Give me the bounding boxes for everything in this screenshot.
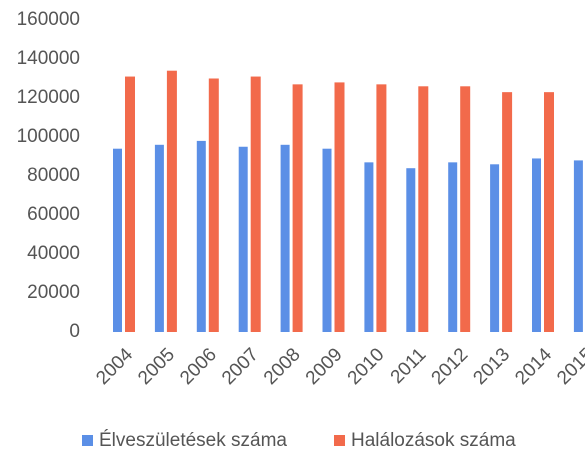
bar — [448, 162, 458, 332]
bar — [196, 140, 206, 332]
y-tick-label: 0 — [69, 321, 80, 342]
bar — [334, 82, 345, 333]
y-tick-label: 160000 — [17, 9, 80, 30]
x-tick-label: 2009 — [302, 344, 347, 389]
bar — [502, 92, 513, 333]
y-tick-label: 140000 — [17, 48, 80, 69]
bar — [238, 146, 248, 332]
x-tick-label: 2015 — [553, 344, 585, 389]
x-tick-label: 2004 — [92, 344, 137, 389]
bar — [364, 162, 374, 332]
bar — [532, 158, 541, 332]
legend-label: Élveszületések száma — [99, 430, 287, 451]
y-tick-label: 40000 — [27, 243, 80, 264]
bar — [322, 148, 332, 332]
bar — [573, 160, 583, 332]
x-tick-label: 2006 — [176, 344, 221, 389]
y-tick-label: 120000 — [17, 87, 80, 108]
bar — [250, 76, 261, 332]
bar — [280, 144, 290, 332]
legend-swatch — [334, 435, 345, 446]
bar — [418, 86, 429, 332]
bar — [376, 84, 387, 332]
x-tick-label: 2007 — [218, 344, 263, 389]
bar — [544, 92, 554, 333]
bar — [460, 86, 471, 332]
x-tick-label: 2014 — [511, 344, 556, 389]
bar — [208, 78, 219, 332]
x-tick-label: 2012 — [428, 344, 473, 389]
legend-swatch — [82, 435, 93, 446]
bar — [113, 148, 122, 332]
x-tick-label: 2005 — [134, 344, 179, 389]
bar — [125, 76, 135, 332]
bar — [166, 70, 177, 332]
y-tick-label: 100000 — [17, 126, 80, 147]
bar — [490, 164, 500, 332]
bar — [154, 144, 164, 332]
legend-label: Halálozások száma — [351, 430, 516, 451]
y-tick-label: 80000 — [27, 165, 80, 186]
bar — [292, 84, 303, 332]
x-tick-label: 2011 — [387, 344, 431, 388]
x-tick-label: 2013 — [469, 344, 514, 389]
y-tick-label: 20000 — [27, 282, 80, 303]
y-tick-label: 60000 — [27, 204, 80, 225]
bar — [406, 168, 416, 332]
x-tick-label: 2008 — [260, 344, 305, 389]
x-tick-label: 2010 — [344, 344, 389, 389]
